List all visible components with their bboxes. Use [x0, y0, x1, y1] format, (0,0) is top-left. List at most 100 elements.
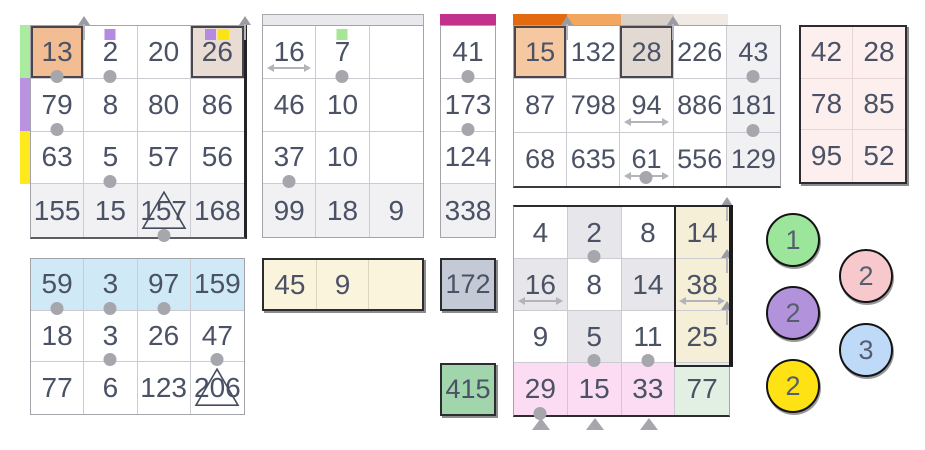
grid-cell[interactable]: 87 [514, 79, 568, 133]
grid-wide: 15 132 28 226 43 87 798 94 886 181 68 63… [513, 25, 781, 188]
grid-cell[interactable]: 33 [621, 363, 676, 415]
grid-cell[interactable]: 13 [31, 26, 85, 83]
grid-cell[interactable]: 2 [84, 26, 138, 83]
grid-cell[interactable]: 16 [263, 26, 317, 79]
up-arrow-icon [720, 197, 733, 221]
dot-marker [103, 69, 117, 83]
grid-cell[interactable]: 3 [84, 310, 138, 367]
grid-cell[interactable]: 52 [853, 130, 905, 182]
grid-cell[interactable]: 59 [31, 259, 85, 315]
token-blue[interactable]: 3 [839, 323, 893, 377]
token-green[interactable]: 1 [766, 213, 820, 267]
sum-cell[interactable]: 338 [441, 184, 495, 237]
grid-cell[interactable]: 61 [620, 132, 674, 186]
grid-cell[interactable]: 79 [31, 78, 85, 136]
grid-cell[interactable]: 132 [567, 26, 621, 80]
token-pink[interactable]: 2 [839, 249, 893, 303]
grid-cell[interactable]: 635 [567, 132, 621, 186]
grid-cell[interactable]: 94 [620, 79, 674, 133]
grid-cell[interactable]: 8 [84, 78, 138, 132]
cell-value: 9 [334, 268, 351, 300]
token-value: 3 [858, 334, 874, 365]
grid-cell[interactable]: 5 [567, 311, 622, 367]
grid-cell[interactable]: 20 [137, 26, 191, 79]
triangle-outline-icon [141, 190, 187, 229]
grid-cell[interactable]: 46 [263, 78, 317, 132]
grid-cell[interactable]: 10 [316, 78, 370, 132]
grid-cell[interactable]: 77 [31, 362, 85, 414]
cell-value: 9 [388, 194, 405, 226]
grid-cell[interactable]: 26 [190, 26, 244, 79]
grid-cell[interactable] [369, 79, 423, 132]
cell-172[interactable]: 172 [440, 258, 496, 311]
grid-cell[interactable]: 6 [84, 362, 138, 414]
grid-cell[interactable]: 37 [263, 131, 317, 189]
grid-cell[interactable]: 16 [514, 259, 568, 311]
grid-cell[interactable]: 14 [621, 259, 676, 311]
sum-cell[interactable]: 155 [31, 184, 85, 237]
grid-cell[interactable]: 226 [673, 26, 727, 80]
grid-cell[interactable]: 77 [675, 363, 729, 415]
grid-cell[interactable]: 9 [514, 311, 568, 363]
token-yellow[interactable]: 2 [766, 359, 820, 413]
grid-cell[interactable]: 25 [675, 311, 729, 363]
grid-cell[interactable]: 47 [190, 311, 244, 367]
grid-cell[interactable]: 206 [191, 362, 244, 414]
grid-cell[interactable]: 26 [137, 310, 191, 363]
grid-cell[interactable]: 798 [567, 79, 621, 133]
grid-cell[interactable]: 42 [801, 27, 853, 79]
grid-cell[interactable]: 18 [31, 310, 85, 363]
grid-cell[interactable]: 57 [137, 131, 191, 185]
token-purple[interactable]: 2 [766, 286, 820, 340]
grid-cell[interactable]: 11 [621, 311, 676, 367]
grid-cell[interactable]: 97 [137, 259, 191, 315]
horizontal-resize-arrow-icon [518, 296, 563, 305]
grid-cell[interactable]: 86 [190, 79, 244, 132]
grid-cell[interactable]: 29 [514, 363, 568, 420]
grid-cell[interactable]: 95 [801, 130, 853, 182]
sum-cell[interactable]: 157 [137, 184, 191, 242]
grid-cell[interactable]: 2 [567, 207, 622, 263]
grid-cell[interactable]: 63 [31, 131, 85, 185]
grid-cell[interactable]: 5 [84, 131, 138, 189]
grid-cell[interactable]: 3 [84, 259, 138, 315]
grid-cell[interactable]: 7 [316, 26, 370, 83]
grid-cell[interactable]: 8 [567, 259, 622, 311]
sum-cell[interactable]: 18 [316, 184, 370, 237]
sum-cell[interactable]: 99 [263, 184, 317, 237]
grid-cell[interactable]: 124 [441, 132, 495, 185]
sum-cell[interactable]: 15 [84, 184, 138, 237]
grid-cell[interactable]: 28 [620, 26, 674, 80]
grid-cell[interactable] [369, 132, 423, 185]
cell-415[interactable]: 415 [440, 363, 496, 416]
grid-cell[interactable]: 15 [567, 363, 622, 415]
grid-cell[interactable] [369, 26, 423, 79]
cell-value: 78 [810, 87, 843, 119]
grid-cell[interactable]: 56 [190, 132, 244, 185]
grid-cell[interactable]: 173 [441, 79, 495, 136]
grid-cell[interactable]: 556 [674, 132, 727, 186]
grid-cell[interactable]: 4 [514, 207, 568, 259]
grid-cell[interactable]: 28 [853, 27, 905, 79]
grid-cell[interactable]: 78 [801, 78, 853, 131]
cell-value: 15 [94, 194, 126, 226]
grid-cell[interactable]: 43 [726, 26, 780, 84]
grid-cell[interactable]: 886 [673, 79, 727, 133]
grid-cell[interactable]: 159 [190, 259, 244, 311]
grid-cell[interactable]: 10 [316, 131, 370, 185]
grid-cell[interactable]: 181 [726, 79, 780, 137]
grid-cell[interactable]: 123 [138, 362, 191, 414]
sum-cell[interactable]: 168 [190, 184, 244, 237]
grid-cell[interactable]: 85 [853, 79, 905, 131]
grid-cell[interactable]: 41 [441, 26, 495, 83]
grid-cell[interactable]: 9 [317, 260, 370, 309]
grid-cell[interactable]: 45 [264, 260, 317, 309]
grid-cell[interactable]: 80 [137, 78, 191, 132]
up-triangle-icon [532, 418, 550, 430]
grid-cell[interactable]: 129 [726, 132, 780, 186]
grid-cell[interactable]: 8 [621, 207, 676, 259]
grid-cell[interactable]: 68 [514, 132, 568, 186]
grid-cell[interactable]: 15 [514, 26, 568, 80]
grid-cell[interactable] [369, 260, 422, 309]
sum-cell[interactable]: 9 [369, 184, 423, 237]
